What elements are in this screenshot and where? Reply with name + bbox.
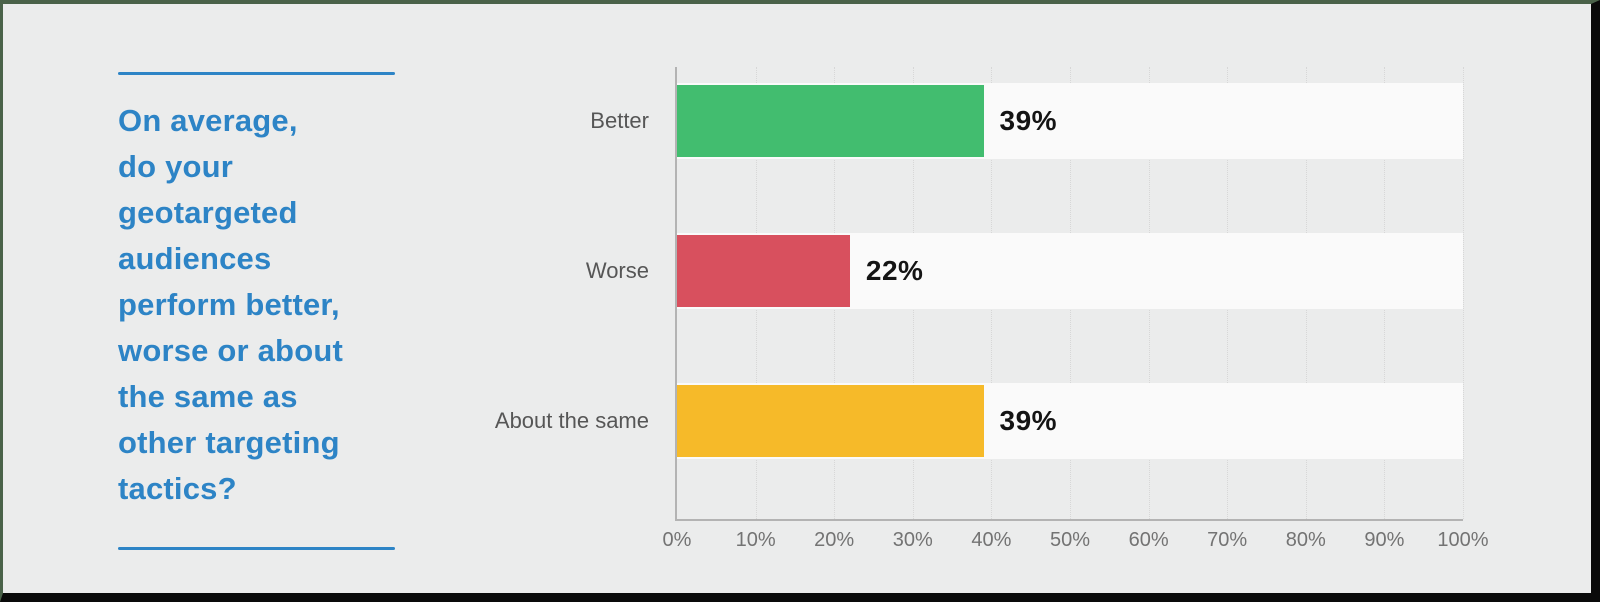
gridline-100% xyxy=(1463,67,1464,519)
x-tick-label-90%: 90% xyxy=(1364,529,1405,551)
value-label-about-the-same: 39% xyxy=(999,405,1058,436)
x-tick-label-80%: 80% xyxy=(1285,529,1326,551)
question-top-rule xyxy=(118,72,395,75)
bar-about-the-same xyxy=(677,385,984,457)
x-tick-label-70%: 70% xyxy=(1207,529,1248,551)
bar-row-worse: 22% xyxy=(677,233,1463,309)
question-line: tactics? xyxy=(118,471,237,506)
x-tick-label-10%: 10% xyxy=(735,529,776,551)
question-line: On average, xyxy=(118,103,298,138)
x-tick-label-60%: 60% xyxy=(1128,529,1169,551)
x-tick-label-100%: 100% xyxy=(1437,529,1489,551)
x-tick-label-20%: 20% xyxy=(814,529,855,551)
question-line: audiences xyxy=(118,241,272,276)
bar-row-better: 39% xyxy=(677,83,1463,159)
question-line: worse or about xyxy=(118,333,343,368)
category-label-worse: Worse xyxy=(585,258,649,283)
x-tick-label-0%: 0% xyxy=(662,529,692,551)
x-tick-label-30%: 30% xyxy=(892,529,933,551)
value-label-better: 39% xyxy=(999,105,1058,136)
question-bottom-rule xyxy=(118,547,395,550)
plot-area: 39% 22% 39% 0% 10% 20% 30% 40% 50% 60% 70% 80% 90… xyxy=(663,67,1489,551)
bar-better xyxy=(677,85,984,157)
question-line: do your xyxy=(118,149,234,184)
x-tick-label-50%: 50% xyxy=(1049,529,1091,551)
value-label-worse: 22% xyxy=(865,255,924,286)
question-line: geotargeted xyxy=(118,195,298,230)
bar-worse xyxy=(677,235,850,307)
bar-row-about-the-same: 39% xyxy=(677,383,1463,459)
question-line: other targeting xyxy=(118,425,340,460)
question-line: perform better, xyxy=(118,287,340,322)
question-title: On average, do your geotargeted audiences pe… xyxy=(118,98,448,512)
category-label-better: Better xyxy=(590,108,649,133)
question-line: the same as xyxy=(118,379,298,414)
category-label-about-the-same: About the same xyxy=(494,408,649,433)
x-tick-label-40%: 40% xyxy=(971,529,1012,551)
